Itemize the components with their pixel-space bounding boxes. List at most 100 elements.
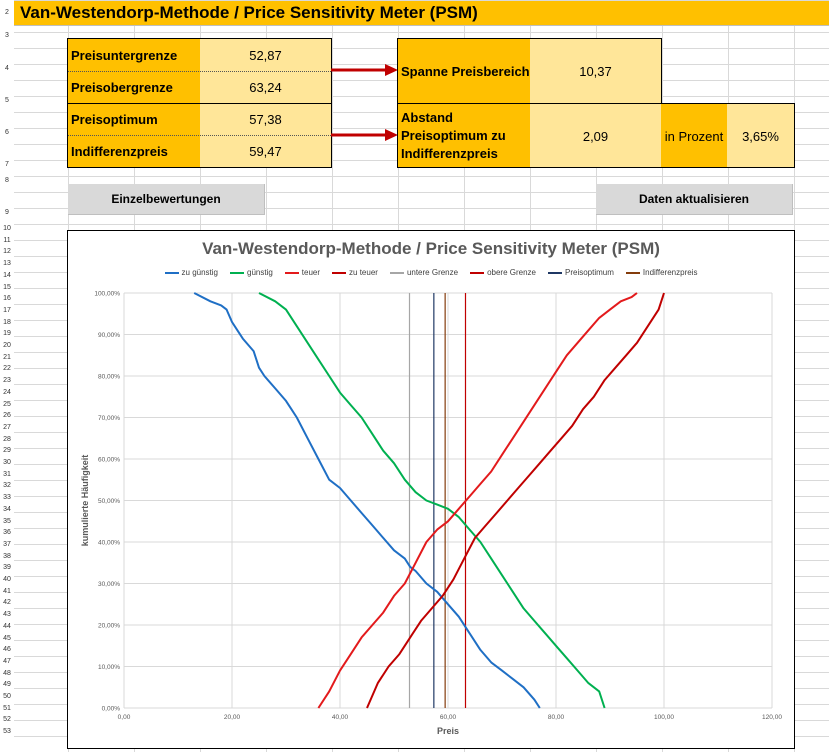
legend-swatch (332, 271, 347, 274)
legend-untere-grenze: untere Grenze (389, 268, 459, 277)
y-tick-label: 90,00% (98, 332, 120, 339)
chart-legend: zu günstig günstig teuer zu teuer untere… (68, 268, 794, 277)
legend-swatch (164, 271, 179, 274)
row-number: 36 (3, 529, 11, 537)
row-number: 11 (3, 236, 11, 244)
plot-area: 0,00% 10,00% 20,00% 30,00% 40,00% 50,00% 60,00… (80, 291, 782, 737)
row-number: 29 (3, 447, 11, 455)
row-number: 38 (3, 552, 11, 560)
row-number: 21 (3, 353, 11, 361)
legend-label: untere Grenze (406, 268, 459, 277)
row-number: 52 (3, 716, 11, 724)
label-prozent: in Prozent (661, 104, 727, 168)
row-number: 27 (3, 423, 11, 431)
arrow-spanne-icon (331, 64, 398, 76)
row-number: 25 (3, 400, 11, 408)
value-abstand[interactable]: 2,09 (530, 104, 661, 168)
value-preisuntergrenze[interactable]: 52,87 (200, 39, 331, 71)
row-number: 33 (3, 494, 11, 502)
row-header: 2 3 4 5 6 7 8 9 10 11 12 13 14 15 16 17 18 19 20 21 22 23 24 25… (0, 0, 14, 752)
x-tick-label: 100,00 (654, 714, 674, 721)
row-number: 35 (3, 517, 11, 525)
y-tick-label: 70,00% (98, 415, 120, 422)
x-tick-label: 0,00 (118, 714, 131, 721)
y-tick-label: 100,00% (94, 291, 120, 298)
x-axis-label: Preis (437, 726, 459, 736)
row-number: 3 (5, 32, 9, 39)
legend-zu-teuer: zu teuer (332, 268, 378, 277)
row-number: 20 (3, 342, 11, 349)
row-number: 43 (3, 611, 11, 619)
row-number: 46 (3, 646, 11, 654)
legend-swatch (625, 271, 640, 274)
row-number: 42 (3, 599, 11, 607)
legend-label: zu günstig (181, 268, 218, 277)
row-number: 51 (3, 704, 11, 712)
row-number: 22 (3, 365, 11, 373)
y-tick-label: 80,00% (98, 374, 120, 381)
value-preisobergrenze[interactable]: 63,24 (200, 71, 331, 103)
row-number: 41 (3, 587, 11, 595)
value-prozent[interactable]: 3,65% (727, 104, 794, 168)
row-number: 47 (3, 657, 11, 665)
sheet-title: Van-Westendorp-Methode / Price Sensitivi… (20, 3, 478, 22)
row-number: 49 (3, 681, 11, 689)
series-teuer (317, 292, 638, 709)
y-axis-label: kumulierte Häufigkeit (80, 455, 90, 547)
title-bar: Van-Westendorp-Methode / Price Sensitivi… (14, 1, 829, 26)
row-number: 16 (3, 295, 11, 303)
einzelbewertungen-button[interactable]: Einzelbewertungen (68, 184, 265, 215)
row-number: 24 (3, 388, 11, 396)
row-number: 13 (3, 260, 11, 268)
value-preisoptimum[interactable]: 57,38 (200, 103, 331, 135)
value-indifferenzpreis[interactable]: 59,47 (200, 135, 331, 167)
row-number: 31 (3, 470, 11, 478)
row-number: 40 (3, 576, 11, 583)
y-tick-label: 10,00% (98, 664, 120, 671)
row-number: 17 (3, 306, 11, 314)
row-number: 23 (3, 377, 11, 385)
x-tick-label: 40,00 (332, 714, 349, 721)
legend-label: zu teuer (349, 268, 378, 277)
psm-chart[interactable]: Van-Westendorp-Methode / Price Sensitivi… (67, 230, 795, 749)
y-tick-label: 0,00% (102, 706, 121, 713)
cell-divider (68, 71, 331, 72)
row-number: 2 (5, 9, 9, 16)
y-tick-label: 40,00% (98, 540, 120, 547)
legend-label: Indifferenzpreis (642, 268, 698, 277)
chart-title: Van-Westendorp-Methode / Price Sensitivi… (202, 239, 660, 258)
legend-label: obere Grenze (487, 268, 536, 277)
label-indifferenzpreis: Indifferenzpreis (68, 135, 200, 167)
row-number: 14 (3, 271, 11, 279)
label-preisuntergrenze: Preisuntergrenze (68, 39, 200, 71)
series-guenstig (258, 292, 606, 709)
daten-aktualisieren-button[interactable]: Daten aktualisieren (596, 184, 793, 215)
label-preisoptimum: Preisoptimum (68, 103, 200, 135)
label-preisobergrenze: Preisobergrenze (68, 71, 200, 103)
y-tick-label: 20,00% (98, 623, 120, 630)
y-tick-label: 60,00% (98, 457, 120, 464)
label-spanne: Spanne Preisbereich (398, 39, 530, 103)
series-zu-guenstig (193, 292, 541, 709)
row-number: 10 (3, 225, 11, 232)
legend-swatch (284, 271, 299, 274)
x-tick-label: 80,00 (548, 714, 565, 721)
row-number: 45 (3, 634, 11, 642)
legend-swatch (389, 271, 404, 274)
y-tick-label: 30,00% (98, 581, 120, 588)
arrow-abstand-icon (331, 129, 398, 141)
row-number: 26 (3, 412, 11, 420)
row-number: 39 (3, 564, 11, 572)
row-number: 28 (3, 435, 11, 443)
row-number: 34 (3, 505, 11, 513)
legend-swatch (230, 271, 244, 274)
legend-label: teuer (301, 268, 321, 277)
legend-guenstig: günstig (230, 268, 273, 277)
legend-preisoptimum: Preisoptimum (548, 268, 614, 277)
legend-zu-guenstig: zu günstig (164, 268, 218, 277)
row-number: 48 (3, 669, 11, 677)
row-number: 32 (3, 482, 11, 490)
row-number: 18 (3, 318, 11, 326)
row-number: 44 (3, 622, 11, 630)
value-spanne[interactable]: 10,37 (530, 39, 661, 103)
